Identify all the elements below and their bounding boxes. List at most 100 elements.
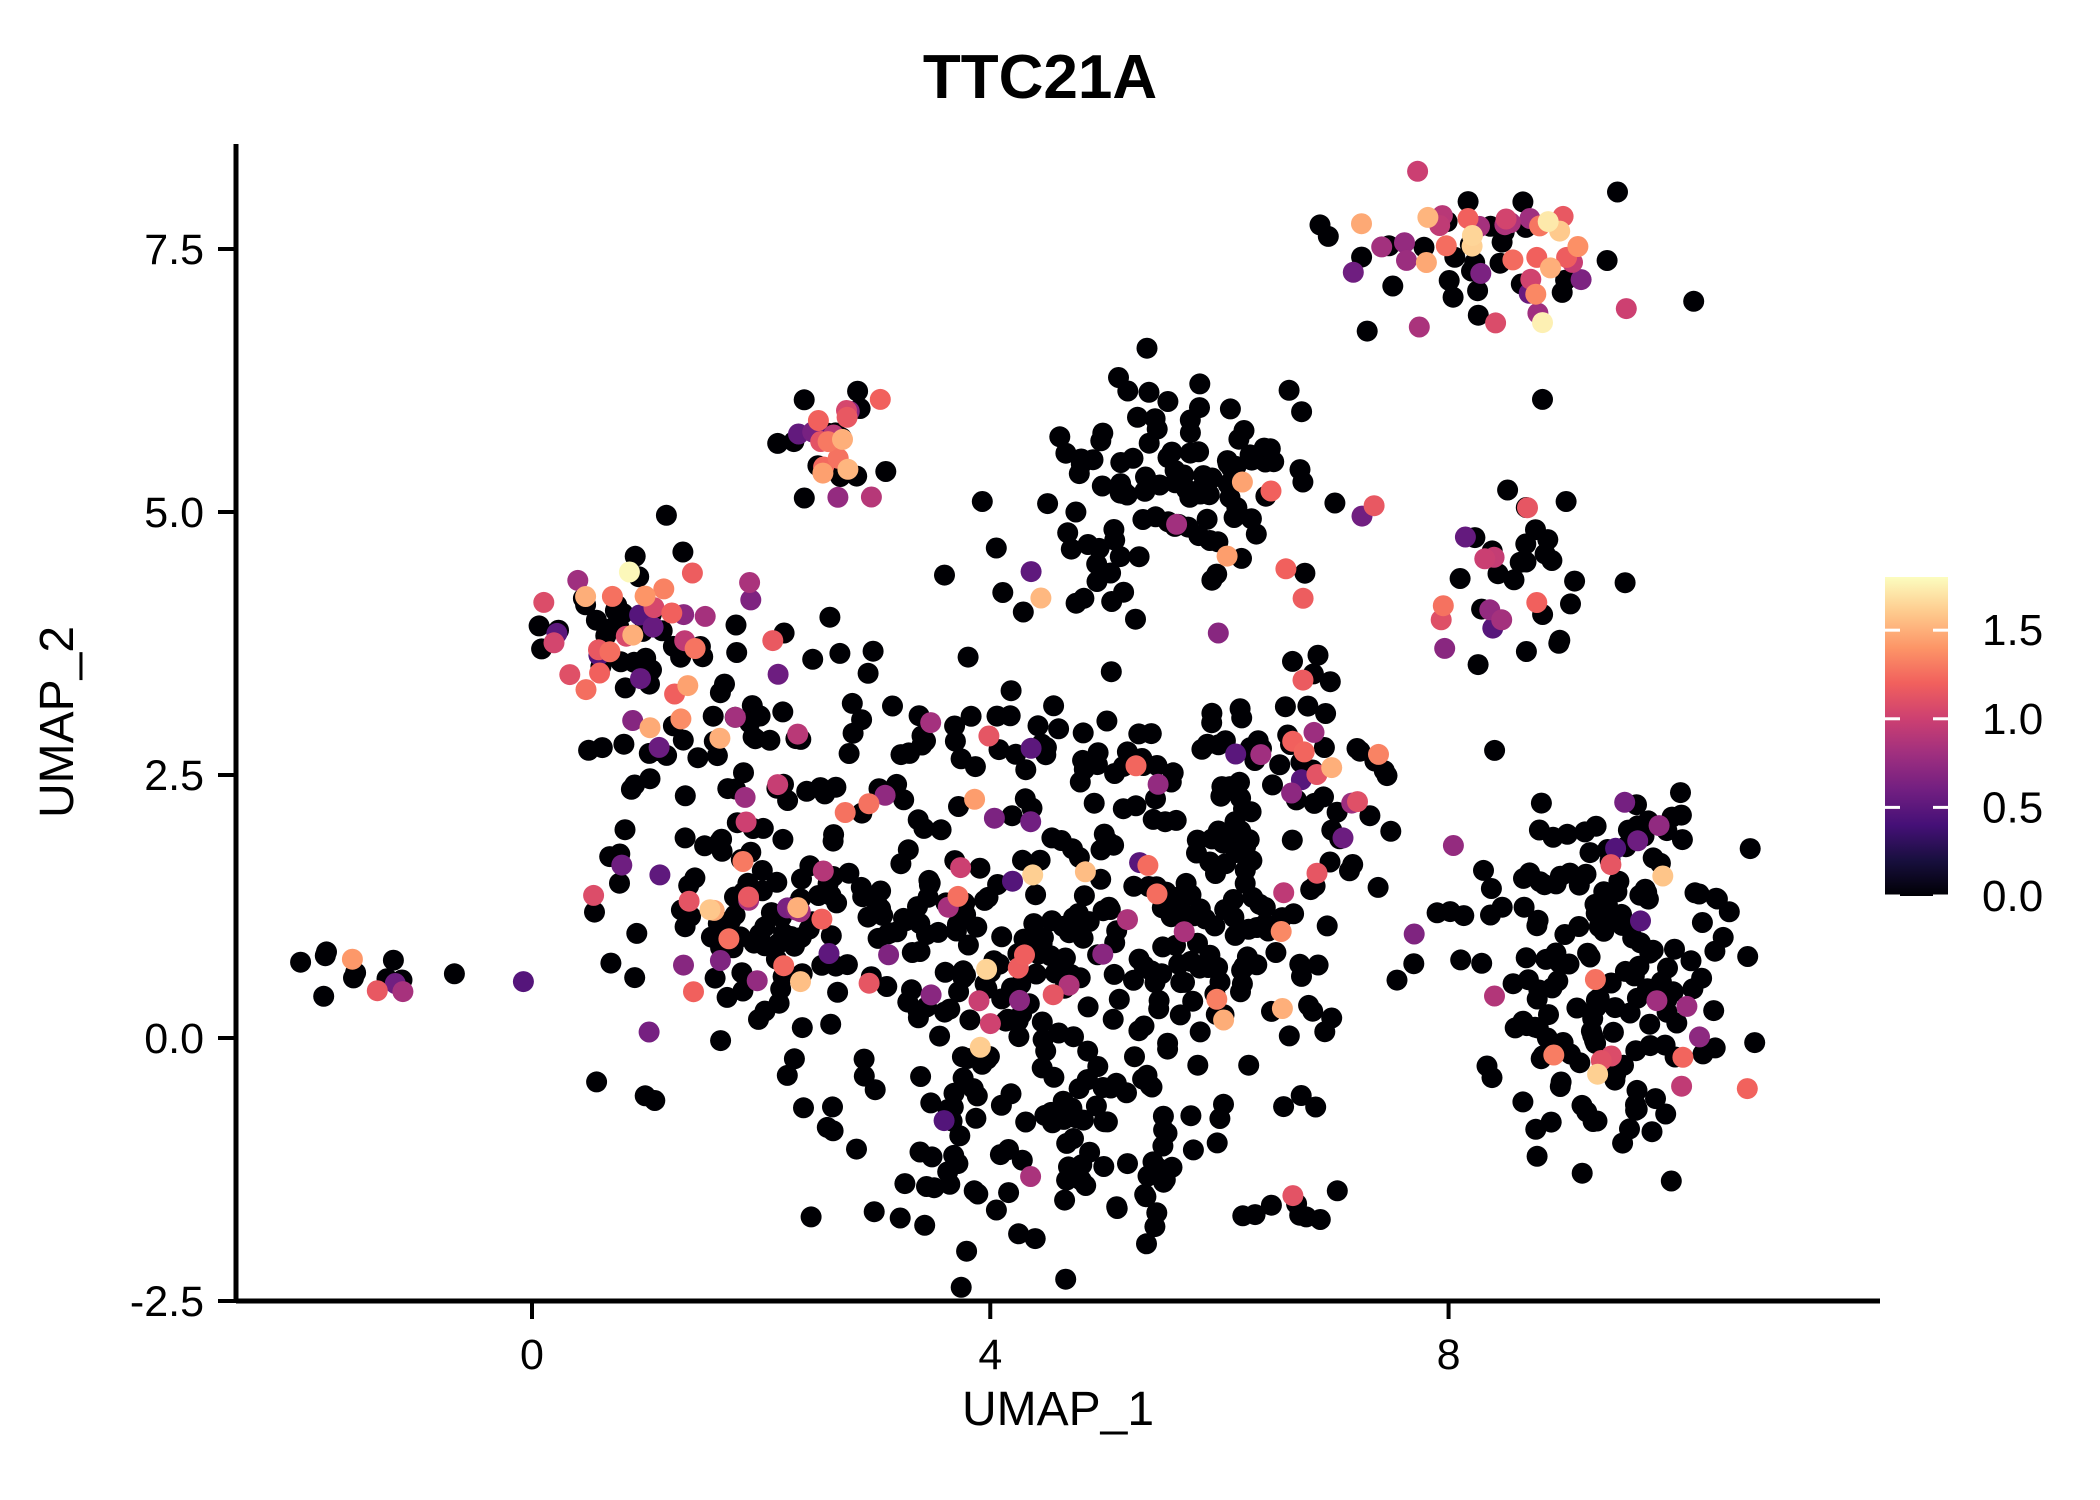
cell-point	[1271, 998, 1293, 1019]
cell-point	[1614, 572, 1636, 594]
cell-point	[1290, 1085, 1312, 1106]
cell-point	[1035, 737, 1057, 758]
cell-point	[1326, 1180, 1348, 1202]
cell-point	[1208, 734, 1229, 756]
cell-point	[1495, 208, 1517, 230]
cell-point	[589, 662, 611, 684]
cell-point	[827, 981, 849, 1003]
points-layer	[290, 160, 1766, 1298]
cell-point	[1571, 1162, 1593, 1184]
y-tick-label: 5.0	[144, 489, 204, 537]
cell-point	[807, 410, 829, 431]
cell-point	[1554, 924, 1576, 945]
cell-point	[1205, 863, 1226, 884]
cell-point	[1025, 963, 1047, 985]
cell-point	[443, 963, 465, 985]
cell-point	[704, 967, 726, 989]
cell-point	[1512, 1091, 1534, 1113]
cell-point	[1041, 910, 1063, 932]
cell-point	[1528, 979, 1550, 1001]
cell-point	[1108, 988, 1130, 1010]
cell-point	[575, 679, 597, 701]
cell-point	[1043, 695, 1065, 717]
cell-point	[1056, 1169, 1078, 1191]
cell-point	[583, 884, 605, 906]
cell-point	[1689, 1026, 1710, 1048]
cell-point	[1289, 953, 1311, 975]
cell-point	[1600, 854, 1622, 876]
cell-point	[613, 733, 635, 755]
cell-point	[1605, 837, 1627, 859]
cell-point	[1560, 593, 1581, 615]
cell-point	[341, 948, 363, 970]
cell-point	[1048, 718, 1070, 740]
cell-point	[1705, 887, 1727, 909]
cell-point	[1683, 290, 1705, 312]
cell-point	[1524, 1016, 1546, 1038]
cell-point	[969, 857, 991, 879]
cell-point	[653, 578, 675, 600]
cell-point	[1229, 771, 1250, 793]
cell-point	[1612, 1132, 1634, 1154]
cell-point	[939, 1173, 961, 1195]
cell-point	[920, 712, 942, 734]
cell-point	[1044, 962, 1066, 984]
cell-point	[1090, 430, 1112, 452]
cell-point	[1512, 191, 1534, 213]
cell-point	[1530, 792, 1552, 814]
cell-point	[618, 561, 640, 583]
cell-point	[947, 885, 969, 907]
cell-point	[957, 646, 979, 668]
cell-point	[626, 922, 648, 944]
cell-point	[768, 992, 790, 1014]
cell-point	[783, 1048, 805, 1070]
cell-point	[1014, 788, 1036, 810]
cell-point	[812, 860, 834, 882]
cell-point	[1148, 990, 1170, 1012]
cell-point	[620, 778, 642, 800]
cell-point	[1030, 587, 1052, 609]
cell-point	[1125, 795, 1147, 817]
cell-point	[1305, 1096, 1327, 1118]
cell-point	[716, 986, 738, 1008]
cell-point	[875, 461, 897, 482]
cell-point	[772, 701, 794, 723]
cell-point	[1484, 985, 1505, 1007]
cell-point	[1515, 533, 1537, 555]
cell-point	[923, 1177, 945, 1199]
cell-point	[1086, 754, 1108, 776]
cell-point	[746, 970, 768, 992]
cell-point	[979, 1013, 1001, 1035]
cell-point	[1182, 1139, 1204, 1161]
cell-point	[533, 591, 555, 613]
cell-point	[1093, 1156, 1115, 1177]
cell-point	[1206, 1132, 1228, 1154]
cell-point	[1543, 1044, 1565, 1066]
cell-point	[1461, 225, 1483, 246]
cell-point	[1282, 1185, 1304, 1207]
cell-point	[1065, 592, 1087, 614]
cell-point	[1532, 388, 1553, 410]
cell-point	[976, 958, 998, 980]
cell-point	[1275, 558, 1297, 580]
cell-point	[1273, 882, 1295, 904]
cell-point	[1027, 715, 1049, 737]
cell-point	[1128, 1020, 1150, 1042]
cell-point	[1117, 1153, 1138, 1175]
cell-point	[1187, 1054, 1209, 1076]
cell-point	[1396, 249, 1417, 271]
cell-point	[1497, 479, 1519, 501]
cell-point	[1128, 546, 1150, 568]
cell-point	[684, 867, 706, 889]
cell-point	[766, 871, 788, 893]
cell-point	[709, 950, 731, 971]
cell-point	[1209, 1108, 1231, 1129]
cell-point	[1136, 1233, 1157, 1255]
cell-point	[1147, 773, 1169, 795]
cell-point	[674, 785, 696, 807]
cell-point	[1014, 944, 1035, 966]
cell-point	[943, 1144, 965, 1166]
cell-point	[1642, 939, 1664, 961]
cell-point	[960, 705, 982, 727]
